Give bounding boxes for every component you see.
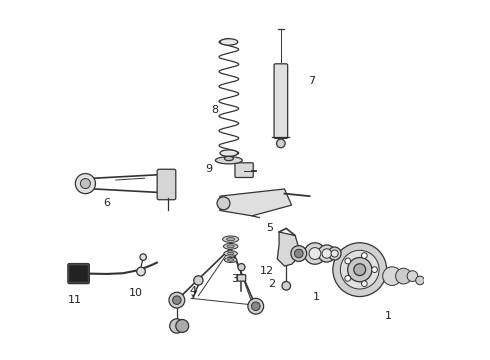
Text: 2: 2 (269, 279, 275, 289)
Circle shape (333, 243, 387, 297)
Circle shape (80, 179, 91, 189)
Circle shape (362, 253, 367, 258)
Ellipse shape (227, 245, 234, 248)
Text: 10: 10 (128, 288, 143, 298)
Text: 1: 1 (385, 311, 392, 321)
Circle shape (238, 264, 245, 271)
Circle shape (140, 254, 147, 260)
Circle shape (407, 271, 418, 282)
Text: 11: 11 (68, 295, 82, 305)
Circle shape (294, 249, 303, 258)
FancyBboxPatch shape (69, 265, 88, 282)
Text: 1: 1 (313, 292, 320, 302)
Circle shape (291, 246, 307, 261)
FancyBboxPatch shape (237, 275, 245, 281)
Ellipse shape (224, 156, 233, 161)
Circle shape (345, 258, 351, 264)
Circle shape (362, 281, 367, 287)
Ellipse shape (227, 252, 234, 255)
Text: 8: 8 (211, 105, 218, 115)
Circle shape (172, 296, 181, 305)
Text: 3: 3 (231, 274, 238, 284)
FancyBboxPatch shape (157, 169, 176, 200)
Ellipse shape (220, 150, 238, 156)
Circle shape (347, 257, 372, 282)
Circle shape (309, 248, 321, 260)
Text: 4: 4 (190, 286, 196, 296)
Ellipse shape (222, 236, 239, 242)
Polygon shape (277, 232, 299, 266)
Circle shape (176, 319, 189, 332)
Circle shape (217, 197, 230, 210)
Circle shape (341, 250, 379, 289)
Circle shape (304, 243, 326, 264)
Ellipse shape (216, 157, 243, 164)
Circle shape (395, 268, 412, 284)
Text: 12: 12 (259, 266, 273, 276)
Circle shape (372, 267, 377, 273)
Circle shape (137, 267, 146, 276)
Circle shape (282, 282, 291, 290)
Circle shape (328, 247, 341, 260)
Circle shape (169, 292, 185, 308)
Circle shape (383, 267, 401, 285)
Text: 6: 6 (103, 198, 110, 208)
Ellipse shape (224, 251, 237, 256)
Circle shape (331, 250, 338, 257)
Ellipse shape (226, 238, 235, 241)
Circle shape (322, 249, 332, 258)
FancyBboxPatch shape (235, 163, 253, 177)
Circle shape (276, 139, 285, 148)
Circle shape (248, 298, 264, 314)
Circle shape (416, 276, 424, 285)
Circle shape (75, 174, 96, 194)
FancyBboxPatch shape (68, 264, 89, 284)
Text: 9: 9 (206, 164, 213, 174)
Polygon shape (220, 189, 292, 216)
Ellipse shape (224, 257, 237, 262)
Ellipse shape (220, 39, 238, 45)
Ellipse shape (227, 259, 234, 261)
FancyBboxPatch shape (274, 64, 288, 138)
Ellipse shape (223, 243, 238, 249)
Circle shape (354, 264, 366, 275)
Text: 7: 7 (308, 76, 315, 86)
Text: 5: 5 (267, 224, 273, 233)
Circle shape (251, 302, 260, 311)
Circle shape (345, 275, 351, 281)
Circle shape (194, 276, 203, 285)
Circle shape (170, 319, 184, 333)
Circle shape (318, 245, 335, 262)
